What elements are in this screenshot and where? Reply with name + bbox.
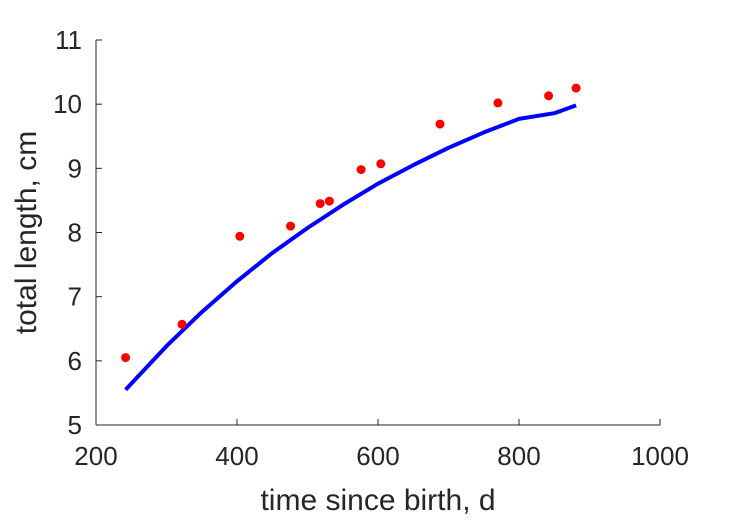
data-point — [286, 221, 296, 231]
y-tick-label: 9 — [68, 153, 82, 183]
x-ticks: 200 400 600 800 1000 — [74, 419, 689, 471]
data-point — [315, 199, 325, 209]
x-tick-label: 800 — [497, 441, 540, 471]
y-tick-label: 6 — [68, 346, 82, 376]
fit-curve — [124, 103, 577, 392]
data-point — [235, 231, 245, 241]
data-point — [376, 159, 386, 169]
y-tick-label: 10 — [53, 89, 82, 119]
series-layer — [121, 83, 581, 392]
y-tick-label: 8 — [68, 218, 82, 248]
data-point — [544, 91, 554, 101]
data-point — [435, 119, 445, 129]
data-point — [121, 353, 131, 363]
y-tick-label: 7 — [68, 282, 82, 312]
x-tick-label: 1000 — [631, 441, 689, 471]
data-point — [356, 165, 366, 175]
x-tick-label: 600 — [356, 441, 399, 471]
axes — [95, 40, 660, 426]
data-point — [324, 196, 334, 206]
y-tick-label: 11 — [55, 25, 82, 55]
data-point — [571, 83, 581, 93]
y-ticks: 5 6 7 8 9 10 11 — [53, 25, 102, 440]
x-tick-label: 400 — [215, 441, 258, 471]
data-point — [177, 319, 187, 329]
x-axis-title: time since birth, d — [260, 484, 495, 517]
x-tick-label: 200 — [74, 441, 117, 471]
data-point — [493, 98, 503, 108]
y-axis-title: total length, cm — [10, 131, 43, 334]
y-tick-label: 5 — [68, 410, 82, 440]
